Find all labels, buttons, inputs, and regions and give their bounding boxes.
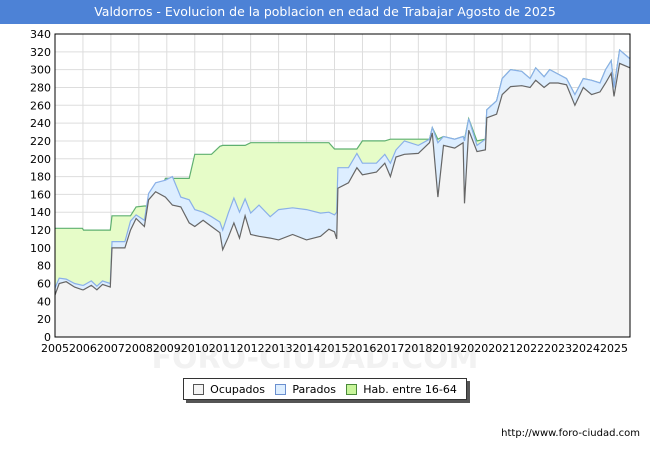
- x-tick-label: 2016: [348, 342, 376, 355]
- x-tick-label: 2025: [600, 342, 628, 355]
- legend: Ocupados Parados Hab. entre 16-64: [183, 378, 467, 400]
- y-tick-label: 320: [30, 46, 51, 59]
- y-tick-label: 120: [30, 224, 51, 237]
- x-tick-label: 2011: [209, 342, 237, 355]
- x-tick-label: 2009: [153, 342, 181, 355]
- legend-label: Hab. entre 16-64: [363, 382, 457, 396]
- y-tick-label: 80: [37, 260, 51, 273]
- x-tick-label: 2014: [293, 342, 321, 355]
- x-tick-label: 2010: [181, 342, 209, 355]
- y-tick-label: 40: [37, 295, 51, 308]
- y-tick-label: 140: [30, 206, 51, 219]
- footer-url: http://www.foro-ciudad.com: [501, 428, 640, 439]
- x-tick-label: 2024: [572, 342, 600, 355]
- chart-title: Valdorros - Evolucion de la poblacion en…: [0, 0, 650, 24]
- x-tick-label: 2020: [460, 342, 488, 355]
- x-tick-label: 2012: [237, 342, 265, 355]
- y-tick-label: 340: [30, 28, 51, 41]
- x-tick-label: 2017: [376, 342, 404, 355]
- x-tick-label: 2018: [404, 342, 432, 355]
- x-tick-label: 2021: [488, 342, 516, 355]
- y-tick-label: 0: [44, 331, 51, 344]
- y-tick-label: 280: [30, 81, 51, 94]
- y-tick-label: 160: [30, 188, 51, 201]
- x-tick-label: 2005: [41, 342, 69, 355]
- x-tick-label: 2007: [97, 342, 125, 355]
- x-tick-label: 2006: [69, 342, 97, 355]
- y-tick-label: 20: [37, 313, 51, 326]
- x-tick-label: 2023: [544, 342, 572, 355]
- legend-item-hab: Hab. entre 16-64: [346, 383, 457, 396]
- areas: [54, 48, 631, 338]
- y-tick-label: 100: [30, 242, 51, 255]
- x-tick-label: 2022: [516, 342, 544, 355]
- hab-swatch: [346, 383, 358, 395]
- x-tick-label: 2015: [321, 342, 349, 355]
- y-tick-label: 200: [30, 153, 51, 166]
- legend-label: Ocupados: [210, 382, 266, 396]
- ocupados-line: [54, 62, 631, 296]
- y-tick-label: 220: [30, 135, 51, 148]
- legend-label: Parados: [292, 382, 336, 396]
- x-tick-label: 2008: [125, 342, 153, 355]
- y-tick-label: 180: [30, 171, 51, 184]
- plot-border: [54, 33, 631, 338]
- y-tick-label: 240: [30, 117, 51, 130]
- x-tick-label: 2013: [265, 342, 293, 355]
- legend-item-ocupados: Ocupados: [193, 383, 265, 396]
- y-tick-label: 60: [37, 278, 51, 291]
- x-tick-label: 2019: [432, 342, 460, 355]
- parados-swatch: [275, 383, 287, 395]
- y-tick-label: 300: [30, 64, 51, 77]
- ocupados-swatch: [193, 383, 205, 395]
- watermark: FORO-CIUDAD.COM: [152, 341, 479, 376]
- y-tick-label: 260: [30, 99, 51, 112]
- axes: 0 20 40 60 80 100 120 140 160 180 200 220 240 260 280 3…: [30, 28, 631, 355]
- legend-item-parados: Parados: [275, 383, 336, 396]
